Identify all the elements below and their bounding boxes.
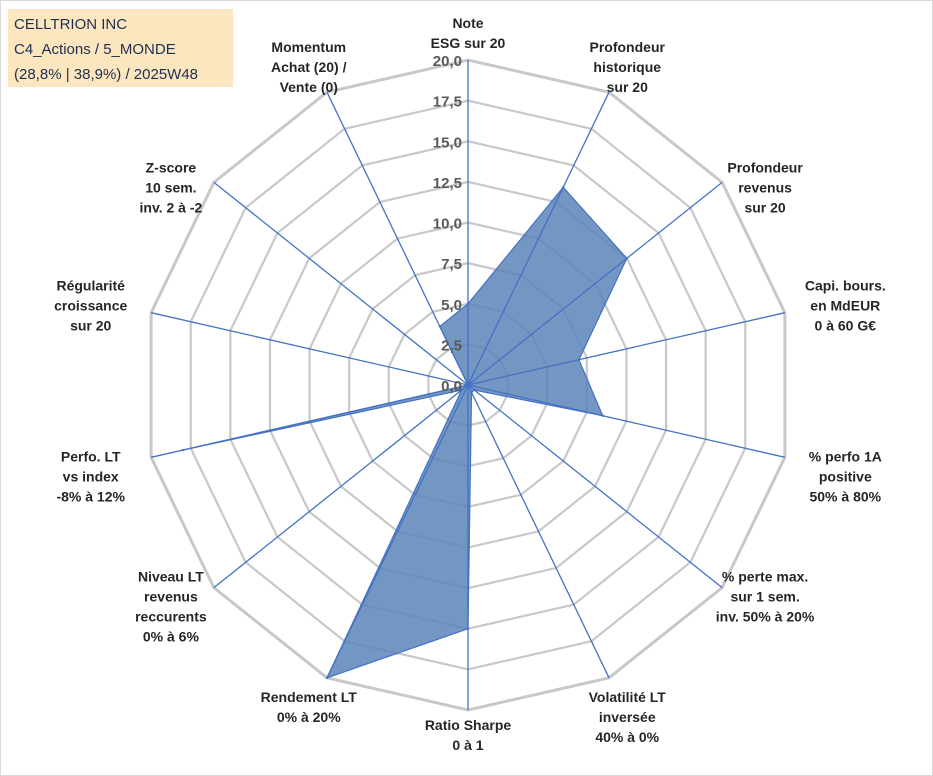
axis-label: Momentum Achat (20) / Vente (0) [271,39,347,95]
tick-label: 17,5 [433,94,462,111]
axis-label-line: 50% à 80% [809,488,881,504]
tick-label: 0,0 [441,378,462,395]
axis-label: Profondeur historique sur 20 [590,39,666,95]
axis-label: Ratio Sharpe 0 à 1 [425,717,512,753]
axis-label-line: sur 20 [607,79,648,95]
radar-tick-labels: 0,0 2,5 5,0 7,5 10,0 12,5 15,0 17,5 20,0 [433,53,462,395]
axis-spoke [467,312,785,386]
axis-label: % perte max. sur 1 sem. inv. 50% à 20% [716,569,815,625]
axis-spoke [213,384,469,589]
axis-label-line: sur 1 sem. [730,589,799,605]
axis-label-line: Capi. bours. [805,278,886,294]
axis-label: Rendement LT 0% à 20% [261,689,358,725]
series-area [182,186,628,679]
axis-label-line: Achat (20) / [271,59,347,75]
axis-label-line: Volatilité LT [589,689,667,705]
axis-label-line: sur 20 [70,318,111,334]
axis-label-line: en MdEUR [810,298,880,314]
axis-spoke [467,384,610,679]
axis-label: Z-score 10 sem. inv. 2 à -2 [140,159,203,215]
title-line-category: C4_Actions / 5_MONDE [14,41,176,58]
axis-spoke [467,91,610,386]
axis-label-line: 0 à 1 [452,737,483,753]
tick-label: 20,0 [433,53,462,70]
axis-label-line: 0 à 60 G€ [815,318,877,334]
axis-label-line: Profondeur [590,39,666,55]
title-line-stats: (28,8% | 38,9%) / 2025W48 [14,66,198,83]
axis-label-line: Niveau LT [138,569,204,585]
axis-label-line: Vente (0) [280,79,338,95]
axis-label-line: inversée [599,709,656,725]
axis-label: Volatilité LT inversée 40% à 0% [589,689,667,745]
axis-label-line: reccurents [135,609,207,625]
axis-spoke [467,181,723,386]
axis-label-line: croissance [54,298,127,314]
axis-label-line: % perfo 1A [809,448,882,464]
axis-label-line: Ratio Sharpe [425,717,512,733]
axis-label: Régularité croissance sur 20 [54,278,127,334]
tick-label: 2,5 [441,337,462,354]
axis-label: Note ESG sur 20 [431,15,506,51]
axis-label: % perfo 1A positive 50% à 80% [809,448,882,504]
axis-label-line: Momentum [271,39,346,55]
axis-label-line: historique [593,59,661,75]
axis-label: Capi. bours. en MdEUR 0 à 60 G€ [805,278,886,334]
axis-label-line: Rendement LT [261,689,358,705]
axis-label-line: 0% à 20% [277,709,341,725]
axis-label-line: Régularité [56,278,125,294]
axis-label-line: 0% à 6% [143,629,200,645]
axis-label-line: revenus [738,179,792,195]
axis-label-line: revenus [144,589,198,605]
title-line-company: CELLTRION INC [14,16,128,33]
tick-label: 7,5 [441,256,462,273]
axis-label: Niveau LT revenus reccurents 0% à 6% [135,569,207,645]
axis-label-line: % perte max. [722,569,808,585]
tick-label: 12,5 [433,175,462,192]
radar-series [181,186,629,680]
title-box: CELLTRION INC C4_Actions / 5_MONDE (28,8… [8,9,233,87]
axis-label-line: positive [819,468,872,484]
axis-label-line: Perfo. LT [61,448,121,464]
tick-label: 5,0 [441,297,462,314]
axis-label-line: Z-score [146,159,197,175]
axis-spoke [213,181,469,386]
axis-spoke [326,91,469,386]
axis-label: Perfo. LT vs index -8% à 12% [56,448,125,504]
tick-label: 10,0 [433,216,462,233]
axis-spoke [151,384,469,458]
radar-axis-labels: Note ESG sur 20 Profondeur historique sur 20… [54,15,886,753]
axis-spoke [467,384,785,458]
axis-label-line: sur 20 [744,199,785,215]
axis-spoke [467,384,723,589]
radar-spokes [151,60,785,710]
axis-label-line: inv. 2 à -2 [140,199,203,215]
axis-spoke [326,384,469,679]
axis-label-line: -8% à 12% [56,488,125,504]
axis-label-line: Profondeur [727,159,803,175]
axis-label-line: 40% à 0% [595,729,659,745]
axis-label-line: vs index [63,468,119,484]
axis-label-line: Note [452,15,483,31]
axis-label-line: 10 sem. [145,179,196,195]
tick-label: 15,0 [433,134,462,151]
axis-spoke [151,312,469,386]
axis-label: Profondeur revenus sur 20 [727,159,803,215]
axis-label-line: ESG sur 20 [431,35,506,51]
axis-label-line: inv. 50% à 20% [716,609,815,625]
